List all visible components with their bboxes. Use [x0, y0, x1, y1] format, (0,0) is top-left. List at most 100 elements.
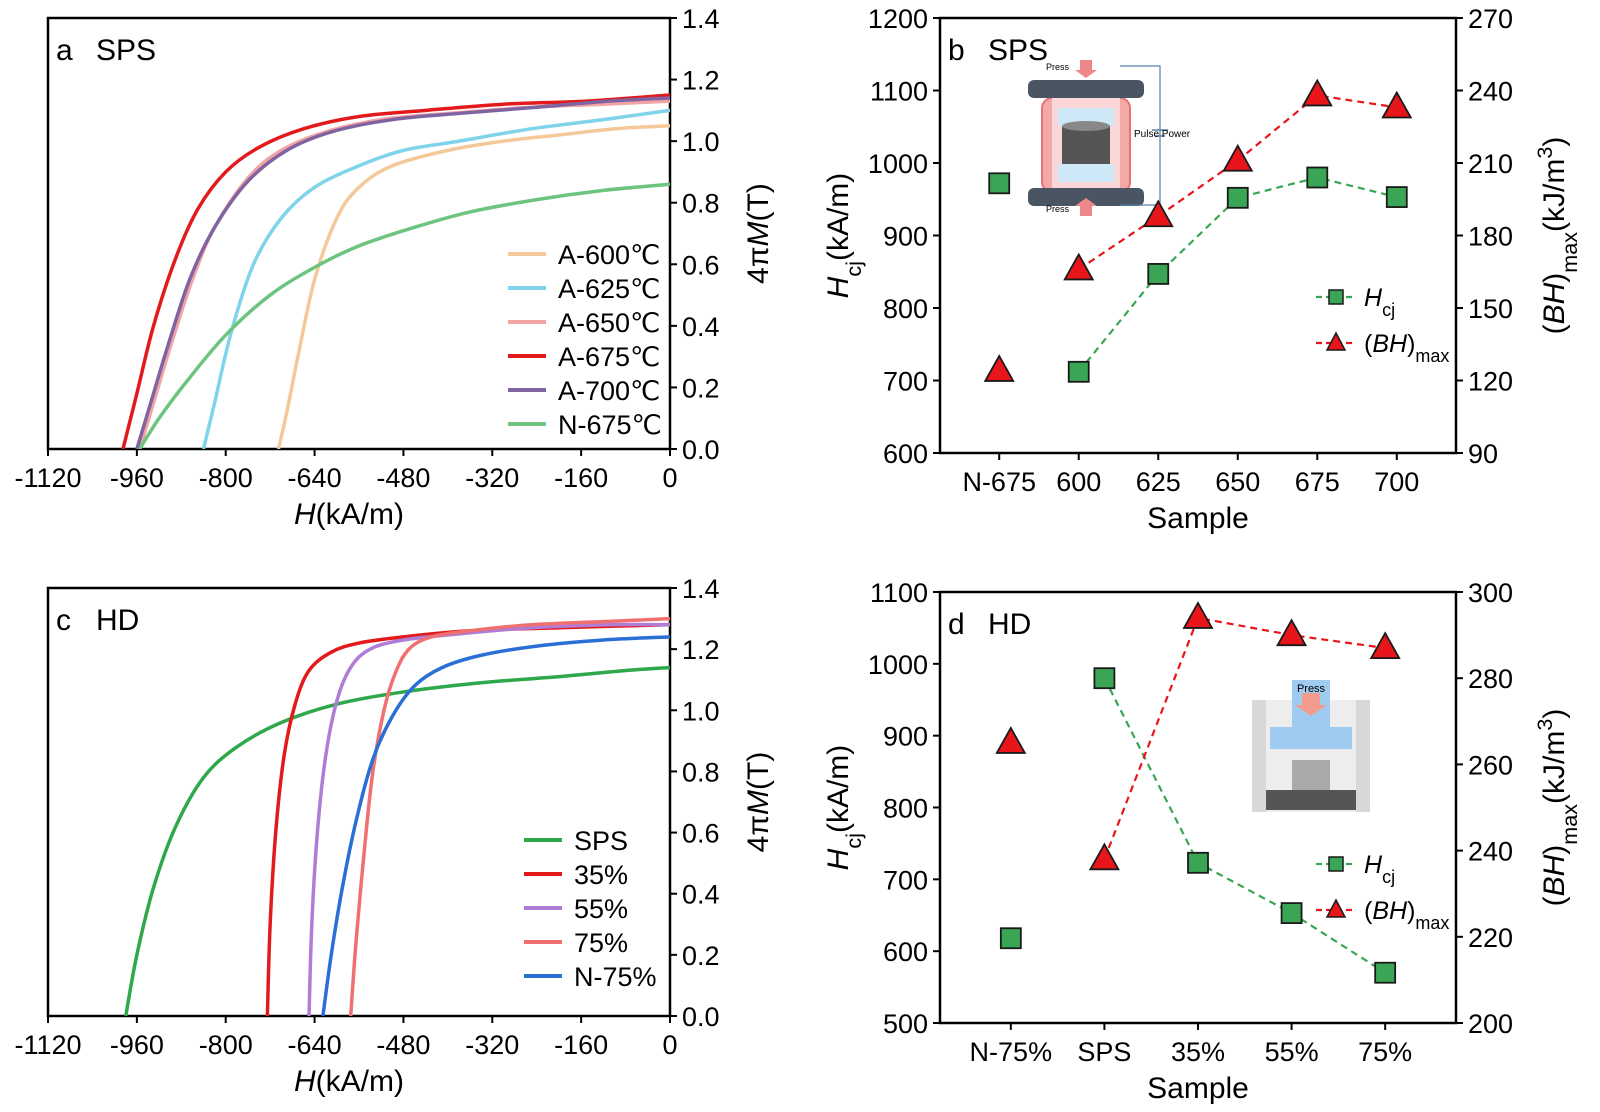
press-arrow-bottom [1075, 198, 1097, 216]
series-line-55% [307, 622, 670, 1016]
legend: Hcj (BH)max [1316, 851, 1449, 933]
panel-title: SPS [96, 34, 156, 67]
y-tick-label: 0.8 [682, 757, 720, 787]
y-left-tick-label: 800 [883, 294, 928, 324]
hcj-point-N-75% [999, 927, 1022, 950]
series-line-A-675℃ [121, 93, 670, 449]
y-right-tick-label: 260 [1468, 750, 1513, 780]
hcj-point-75% [1374, 961, 1397, 984]
axes-b: N-675 600 625 650 675 700 600 700 800 900 1000 1100… [822, 4, 1582, 535]
y-tick-label: 1.2 [682, 635, 720, 665]
y-left-tick-label: 800 [883, 794, 928, 824]
legend-label: SPS [574, 826, 628, 856]
plot-frame [46, 586, 672, 1018]
x-tick-label: -320 [465, 463, 519, 493]
legend-label: N-75% [574, 962, 657, 992]
legend: Hcj (BH)max [1316, 284, 1449, 366]
legend-marker-hcj [1328, 856, 1344, 872]
bh-point-75% [1369, 631, 1401, 660]
x-axis-label: H(kA/m) [294, 498, 404, 531]
y-left-axis-label: Hcj(kA/m) [822, 745, 866, 871]
x-tick-label: -480 [376, 1030, 430, 1060]
bh-point-55% [1276, 618, 1308, 647]
hcj-point-N-675 [988, 172, 1011, 195]
hcj-point-35% [1187, 851, 1209, 874]
panel-label: d [948, 608, 965, 641]
x-tick-label: 0 [662, 1030, 677, 1060]
y-left-tick-label: 1200 [868, 4, 928, 34]
legend-label-hcj: Hcj [1364, 851, 1395, 887]
bh-point-600 [1063, 252, 1095, 281]
y-right-tick-label: 150 [1468, 294, 1513, 324]
legend-label-bh: (BH)max [1364, 330, 1449, 366]
panel-b: N-675 600 625 650 675 700 600 700 800 900 1000 1100… [822, 4, 1582, 535]
x-tick-label: -800 [199, 1030, 253, 1060]
legend-label-hcj: Hcj [1364, 284, 1395, 320]
hcj-point-55% [1280, 902, 1303, 924]
y-tick-label: 1.4 [682, 4, 720, 34]
x-axis-label: H(kA/m) [294, 1065, 404, 1098]
series-line-(BH)max [1103, 616, 1386, 860]
series-line-N-675℃ [138, 182, 670, 449]
y-left-tick-label: 900 [883, 222, 928, 252]
panel-title: SPS [988, 34, 1048, 67]
bottom-electrode [1028, 188, 1144, 206]
x-tick-label: -320 [465, 1030, 519, 1060]
bh-point-N-75% [995, 726, 1027, 754]
y-tick-label: 0.0 [682, 1002, 720, 1032]
x-tick-label: -480 [376, 463, 430, 493]
legend-label: A-625℃ [558, 274, 660, 304]
x-tick-label: -1120 [14, 463, 81, 493]
x-tick-label: -640 [288, 1030, 342, 1060]
bh-point-35% [1182, 601, 1214, 629]
y-right-tick-label: 280 [1468, 664, 1513, 694]
bh-point-625 [1142, 199, 1174, 228]
y-left-tick-label: 900 [883, 722, 928, 752]
y-right-tick-label: 270 [1468, 4, 1513, 34]
press-label-top: Press [1046, 62, 1070, 72]
base [1266, 790, 1356, 810]
x-tick-label: 650 [1215, 467, 1260, 497]
legend-label: A-650℃ [558, 308, 660, 338]
hcj-point-SPS [1093, 667, 1116, 690]
y-tick-label: 1.0 [682, 696, 720, 726]
series-line-SPS [124, 665, 670, 1016]
y-axis-label: 4πM(T) [742, 752, 775, 853]
panel-title: HD [96, 604, 139, 637]
hd-inset: Press [1252, 680, 1370, 812]
panel-label: a [56, 34, 73, 67]
y-right-tick-label: 210 [1468, 149, 1513, 179]
legend: A-600℃ A-625℃ A-650℃ A-675℃ A-700℃ N-675℃ [508, 240, 662, 440]
y-left-tick-label: 1100 [870, 77, 928, 107]
legend: SPS 35% 55% 75% N-75% [524, 826, 657, 992]
top-electrode [1028, 80, 1144, 98]
bh-point-675 [1301, 78, 1333, 107]
y-left-tick-label: 1000 [868, 149, 928, 179]
series-line-N-75% [321, 635, 670, 1016]
legend-label: 75% [574, 928, 628, 958]
y-right-tick-label: 90 [1468, 439, 1498, 469]
x-axis-label: Sample [1147, 502, 1249, 535]
x-tick-label: 75% [1358, 1037, 1412, 1067]
x-tick-label: N-75% [970, 1037, 1053, 1067]
legend-label: A-600℃ [558, 240, 660, 270]
x-tick-label: SPS [1077, 1037, 1131, 1067]
legend-label: A-675℃ [558, 342, 660, 372]
y-tick-label: 0.4 [682, 880, 720, 910]
x-tick-label: 625 [1136, 467, 1181, 497]
y-right-tick-label: 220 [1468, 923, 1513, 953]
pulse-power-label: Pulse Power [1134, 129, 1191, 140]
x-tick-label: -960 [110, 463, 164, 493]
press-label-bottom: Press [1046, 204, 1070, 214]
bh-point-650 [1222, 143, 1254, 172]
x-tick-label: -160 [554, 463, 608, 493]
y-tick-label: 0.2 [682, 373, 720, 403]
press-arrow-top [1075, 60, 1097, 78]
lower-punch [1058, 164, 1114, 182]
axes-d: N-75% SPS 35% 55% 75% 500 600 700 800 900 1000 1100… [822, 578, 1582, 1105]
y-left-tick-label: 500 [883, 1009, 928, 1039]
x-tick-label: 55% [1265, 1037, 1319, 1067]
y-left-tick-label: 1000 [868, 650, 928, 680]
x-tick-label: -800 [199, 463, 253, 493]
